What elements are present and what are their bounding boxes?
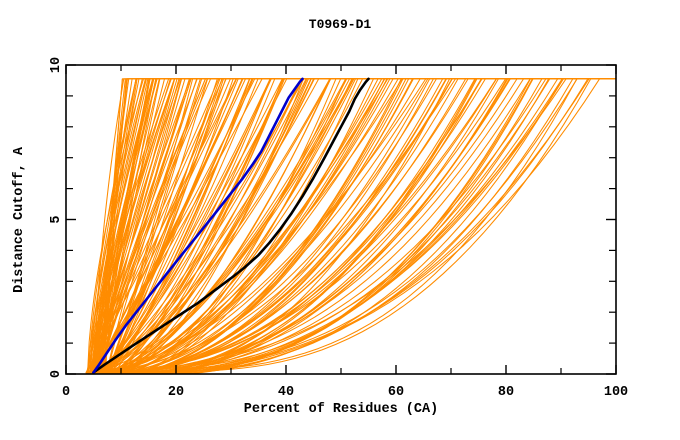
prediction-curve (102, 78, 616, 374)
prediction-curve (89, 78, 616, 374)
prediction-curve (89, 78, 616, 374)
prediction-curve (90, 78, 616, 374)
prediction-curve (95, 78, 616, 374)
prediction-curve (107, 78, 616, 373)
y-axis-tick-labels: 0 5 10 (49, 57, 64, 378)
prediction-curve (87, 78, 616, 374)
prediction-curve (88, 78, 616, 374)
y-axis-major-ticks (66, 64, 616, 375)
y-tick-label: 10 (49, 57, 64, 73)
x-axis-major-ticks (65, 65, 617, 374)
prediction-curve (86, 78, 616, 374)
prediction-curve (86, 78, 616, 374)
prediction-curves-ensemble (85, 78, 616, 374)
prediction-curve (98, 78, 616, 374)
x-tick-label: 60 (388, 385, 404, 400)
prediction-curve (103, 78, 616, 374)
prediction-curve (96, 78, 616, 374)
prediction-curve (88, 78, 616, 374)
prediction-curve (86, 78, 616, 373)
x-tick-label: 0 (62, 385, 70, 400)
prediction-curve (90, 78, 616, 374)
prediction-curve (133, 78, 616, 373)
prediction-curve (85, 78, 616, 374)
prediction-curve (87, 78, 616, 374)
prediction-curve (107, 78, 616, 374)
x-axis-tick-labels: 0 20 40 60 80 100 (62, 385, 628, 400)
prediction-curve (87, 78, 616, 374)
prediction-curve (103, 78, 616, 374)
y-tick-label: 0 (49, 370, 64, 378)
reference-curve-black (92, 77, 370, 374)
prediction-curve (87, 78, 616, 374)
prediction-curve (90, 78, 616, 374)
prediction-curve (101, 78, 616, 374)
y-axis-label: Distance Cutoff, A (12, 146, 27, 293)
prediction-curve (90, 78, 616, 374)
y-tick-label: 5 (49, 215, 64, 223)
prediction-curve (105, 78, 616, 374)
x-axis-label: Percent of Residues (CA) (244, 402, 438, 417)
prediction-curve (85, 78, 616, 374)
prediction-curve (97, 78, 616, 374)
prediction-curve (92, 78, 616, 374)
prediction-curve (88, 78, 616, 374)
prediction-curve (103, 78, 616, 374)
x-tick-label: 20 (168, 385, 184, 400)
x-tick-label: 100 (604, 385, 628, 400)
prediction-curve (85, 78, 616, 374)
prediction-curve (92, 78, 616, 374)
prediction-curve (89, 78, 616, 374)
prediction-curve (92, 78, 616, 374)
prediction-curve (85, 78, 616, 374)
prediction-curve (88, 78, 616, 374)
prediction-curve (91, 78, 616, 374)
prediction-curve (92, 78, 616, 374)
prediction-curve (97, 78, 616, 374)
y-axis-minor-ticks (66, 95, 616, 344)
prediction-curve (93, 78, 616, 374)
best-prediction-curve-blue (92, 77, 304, 374)
prediction-curve (102, 78, 616, 374)
prediction-curve (93, 78, 616, 374)
prediction-curve (88, 78, 616, 374)
x-tick-label: 80 (498, 385, 514, 400)
prediction-curve (96, 78, 616, 374)
prediction-curve (98, 78, 616, 374)
prediction-curve (92, 78, 616, 374)
chart-title: T0969-D1 (309, 17, 372, 32)
x-tick-label: 40 (278, 385, 294, 400)
x-axis-minor-ticks (120, 65, 562, 374)
prediction-curve (106, 78, 616, 374)
prediction-curve (87, 78, 616, 374)
